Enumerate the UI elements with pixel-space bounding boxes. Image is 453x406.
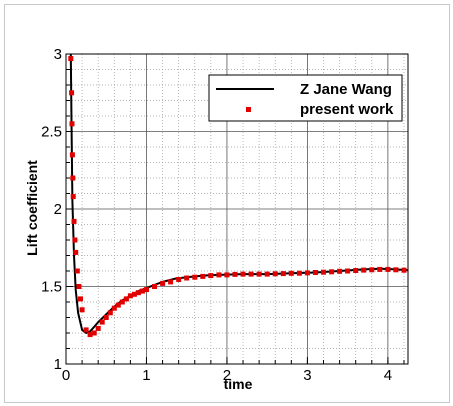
data-point-present-work — [87, 332, 93, 338]
legend-marker-swatch — [246, 107, 251, 112]
series-layer — [68, 53, 409, 338]
x-tick-label: 3 — [303, 367, 311, 384]
major-grid — [66, 54, 408, 364]
data-point-present-work — [74, 268, 80, 274]
data-point-present-work — [377, 266, 383, 272]
data-point-present-work — [264, 271, 270, 277]
data-point-present-work — [70, 194, 76, 200]
y-tick-label: 3 — [54, 46, 62, 63]
figure-frame — [4, 4, 450, 403]
data-point-present-work — [69, 90, 75, 96]
x-tick-label: 2 — [223, 367, 231, 384]
data-point-present-work — [127, 293, 133, 299]
data-point-present-work — [69, 152, 75, 158]
data-point-present-work — [345, 268, 351, 274]
data-point-present-work — [208, 273, 214, 279]
data-point-present-work — [296, 270, 302, 276]
data-point-present-work — [192, 274, 198, 280]
data-point-present-work — [76, 284, 82, 289]
x-tick-label: 0 — [62, 367, 70, 384]
data-point-present-work — [72, 237, 78, 243]
data-point-present-work — [232, 271, 238, 277]
data-point-present-work — [385, 266, 391, 272]
data-point-present-work — [107, 310, 113, 316]
data-point-present-work — [216, 272, 222, 278]
data-point-present-work — [256, 271, 262, 277]
legend-box — [208, 74, 403, 122]
data-point-present-work — [224, 272, 230, 278]
data-point-present-work — [71, 218, 77, 224]
data-point-present-work — [321, 269, 326, 275]
data-point-present-work — [131, 291, 137, 297]
y-tick-label: 2.5 — [41, 124, 62, 141]
data-point-present-work — [313, 270, 318, 275]
x-axis-label: time — [224, 376, 253, 392]
data-point-present-work — [272, 271, 278, 277]
data-point-present-work — [123, 296, 129, 302]
y-tick-label: 1.5 — [41, 279, 62, 296]
data-point-present-work — [361, 267, 367, 273]
data-point-present-work — [135, 290, 141, 296]
data-point-present-work — [73, 249, 79, 255]
data-point-present-work — [369, 267, 375, 273]
legend-label-z-jane-wang: Z Jane Wang — [300, 81, 392, 98]
data-point-present-work — [160, 280, 166, 286]
data-point-present-work — [79, 307, 85, 313]
data-point-present-work — [304, 270, 310, 276]
data-point-present-work — [184, 275, 190, 281]
data-point-present-work — [393, 267, 399, 273]
data-point-present-work — [176, 277, 182, 282]
data-point-present-work — [99, 319, 105, 325]
data-point-present-work — [111, 305, 117, 311]
data-point-present-work — [115, 302, 121, 308]
y-tick-label: 2 — [54, 201, 62, 218]
y-axis-label: Lift coefficient — [24, 160, 40, 256]
tick-labels: 0 1 2 3 411.522.53 — [41, 46, 392, 384]
data-point-present-work — [168, 279, 174, 285]
data-point-present-work — [337, 268, 343, 274]
data-point-present-work — [280, 271, 286, 277]
data-point-present-work — [68, 56, 74, 62]
x-tick-label: 4 — [384, 367, 392, 384]
data-point-present-work — [288, 270, 294, 276]
data-point-present-work — [91, 330, 97, 336]
data-point-present-work — [78, 296, 83, 302]
data-point-present-work — [240, 271, 246, 277]
data-point-present-work — [83, 327, 89, 333]
data-point-present-work — [200, 273, 206, 279]
data-point-present-work — [139, 288, 145, 294]
data-point-present-work — [144, 287, 149, 293]
axis-ticks — [65, 53, 405, 365]
legend-label-present-work: present work — [300, 101, 394, 118]
data-point-present-work — [248, 271, 254, 277]
data-point-present-work — [401, 267, 407, 273]
legend: Z Jane Wang present work — [208, 74, 403, 122]
data-point-present-work — [152, 284, 157, 289]
data-point-present-work — [70, 175, 76, 181]
data-point-present-work — [95, 325, 101, 331]
data-point-present-work — [353, 268, 359, 273]
data-point-present-work — [103, 315, 109, 320]
data-point-present-work — [69, 121, 75, 127]
data-point-present-work — [329, 269, 335, 275]
x-tick-label: 1 — [142, 367, 150, 384]
data-point-present-work — [119, 299, 125, 305]
y-tick-label: 1 — [54, 356, 62, 373]
